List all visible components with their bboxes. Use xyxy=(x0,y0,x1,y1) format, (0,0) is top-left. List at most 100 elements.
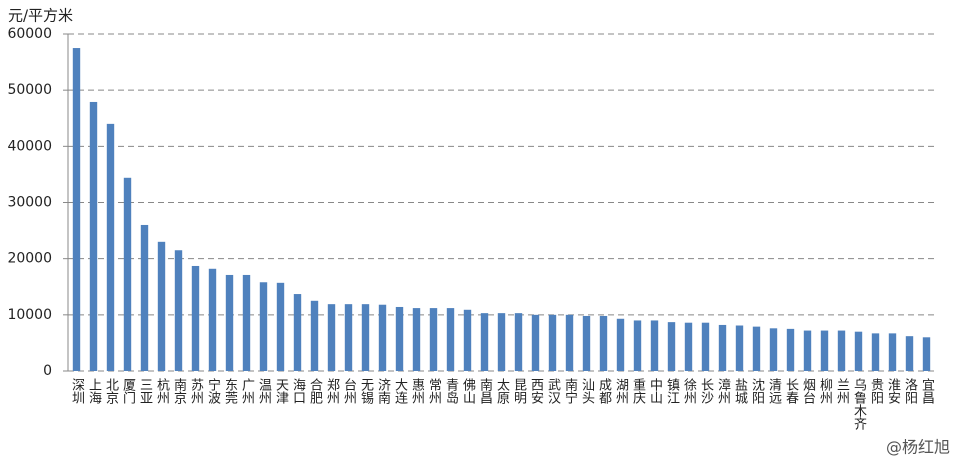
bar xyxy=(446,308,455,371)
x-tick-label: 北京 xyxy=(103,378,119,404)
x-tick-label: 三亚 xyxy=(137,378,153,404)
x-tick-label: 深圳 xyxy=(69,378,85,404)
bar xyxy=(837,330,846,371)
x-tick-label: 盐城 xyxy=(732,378,748,405)
bar xyxy=(480,313,489,371)
x-tick-label: 温州 xyxy=(256,378,272,404)
x-tick-label: 烟台 xyxy=(800,378,816,404)
y-tick-label: 60000 xyxy=(7,26,52,42)
x-tick-label: 漳州 xyxy=(715,377,731,404)
y-tick-label: 40000 xyxy=(7,138,52,154)
bar xyxy=(565,314,574,371)
x-tick-label: 武汉 xyxy=(545,378,561,404)
x-tick-label: 汕头 xyxy=(579,378,595,404)
bar xyxy=(514,313,523,371)
bar xyxy=(191,265,200,371)
bar xyxy=(344,304,353,371)
x-tick-label: 郑州 xyxy=(324,378,340,404)
bar xyxy=(650,320,659,371)
bar xyxy=(769,328,778,371)
bar xyxy=(225,274,234,371)
x-tick-label: 西安 xyxy=(528,378,544,404)
bar xyxy=(752,326,761,371)
x-tick-label: 镇江 xyxy=(664,378,680,404)
y-tick-label: 0 xyxy=(43,363,52,379)
bar xyxy=(905,336,914,371)
x-tick-label: 广州 xyxy=(239,378,255,404)
bar xyxy=(667,322,676,371)
x-tick-label: 大连 xyxy=(392,378,408,405)
x-tick-label: 济南 xyxy=(375,378,391,404)
x-tick-label: 清远 xyxy=(766,378,782,405)
bar xyxy=(922,337,931,371)
y-axis-label: 元/平方米 xyxy=(8,7,73,25)
bar xyxy=(140,224,149,371)
bar xyxy=(684,322,693,371)
bar xyxy=(463,309,472,371)
x-tick-label: 南昌 xyxy=(477,377,493,404)
x-tick-label: 太原 xyxy=(494,378,510,404)
bar xyxy=(106,123,115,371)
y-tick-label: 20000 xyxy=(7,251,52,267)
x-tick-label: 徐州 xyxy=(681,378,697,404)
bar xyxy=(497,313,506,371)
bar xyxy=(293,294,302,371)
x-tick-label: 昆明 xyxy=(511,378,526,405)
x-tick-label: 湖州 xyxy=(613,378,629,404)
x-tick-label: 无锡 xyxy=(358,378,374,404)
bar xyxy=(616,318,625,371)
bar xyxy=(871,333,880,371)
x-tick-label: 贵阳 xyxy=(868,378,884,404)
bar xyxy=(701,322,710,371)
x-tick-label: 沈阳 xyxy=(749,378,765,404)
bar xyxy=(599,315,608,371)
x-tick-label: 淮安 xyxy=(885,378,901,404)
bar xyxy=(208,268,217,371)
bar xyxy=(259,282,268,371)
x-tick-label: 中山 xyxy=(647,378,662,404)
x-tick-label: 兰州 xyxy=(834,378,850,404)
x-tick-label: 宁波 xyxy=(205,377,221,404)
x-tick-label: 重庆 xyxy=(630,377,646,404)
x-tick-label: 南京 xyxy=(171,377,187,404)
y-tick-label: 10000 xyxy=(7,307,52,323)
x-tick-label: 合肥 xyxy=(307,378,323,405)
bar xyxy=(395,306,404,371)
x-tick-label: 洛阳 xyxy=(902,378,918,404)
bar xyxy=(531,314,540,371)
x-tick-label: 佛山 xyxy=(460,378,476,404)
bar xyxy=(803,330,812,371)
x-tick-label: 上海 xyxy=(86,378,102,404)
bar xyxy=(378,304,387,371)
x-tick-label: 常州 xyxy=(426,378,442,404)
x-tick-label: 天津 xyxy=(273,378,289,404)
x-tick-label: 惠州 xyxy=(409,378,425,404)
x-tick-label: 苏州 xyxy=(188,377,204,404)
bar xyxy=(310,300,319,371)
x-tick-label: 宜昌 xyxy=(919,378,935,404)
bar xyxy=(429,308,438,371)
x-tick-label: 东莞 xyxy=(222,378,238,405)
x-tick-label: 乌鲁木齐 xyxy=(851,377,867,430)
x-tick-label: 南宁 xyxy=(562,377,578,404)
x-tick-label: 海口 xyxy=(290,378,306,404)
y-tick-label: 30000 xyxy=(7,195,52,211)
x-tick-label: 台州 xyxy=(341,378,357,404)
bar xyxy=(327,304,336,371)
bar xyxy=(786,328,795,371)
bar xyxy=(854,331,863,371)
bar xyxy=(888,333,897,371)
bar xyxy=(157,241,166,371)
bar xyxy=(361,304,370,371)
x-tick-label: 长春 xyxy=(783,378,799,404)
bar xyxy=(174,250,183,371)
bar xyxy=(412,308,421,371)
bar xyxy=(633,320,642,371)
bar xyxy=(548,314,557,371)
bar xyxy=(820,330,829,371)
x-tick-label: 杭州 xyxy=(154,378,170,404)
x-tick-label: 青岛 xyxy=(443,378,459,404)
y-tick-label: 50000 xyxy=(7,82,52,98)
bar xyxy=(276,282,285,371)
